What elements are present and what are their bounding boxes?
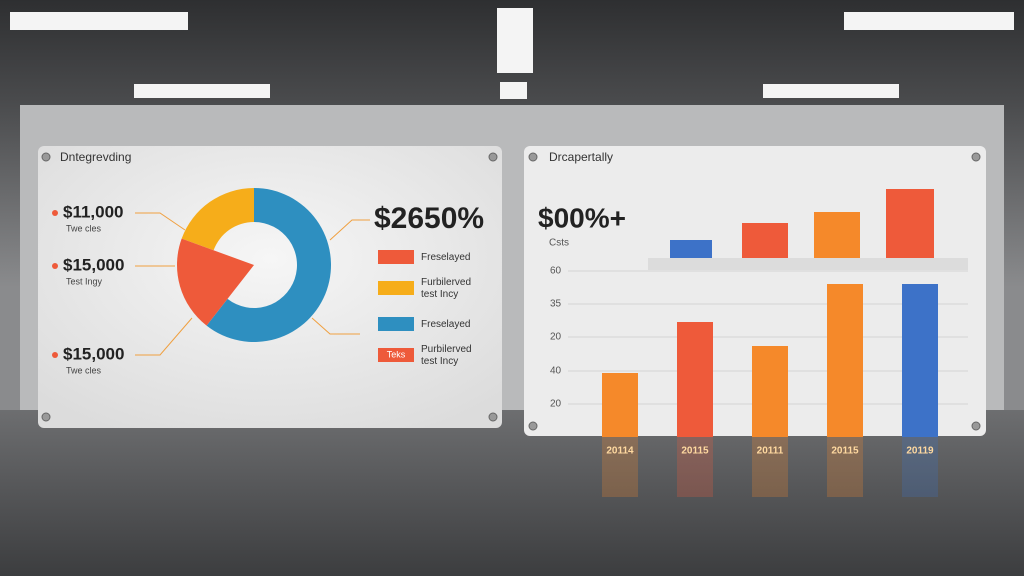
year-label: 20115 bbox=[681, 446, 709, 457]
shelf bbox=[648, 258, 968, 270]
axis-label: 60 bbox=[550, 266, 562, 277]
bar bbox=[902, 284, 938, 437]
screw bbox=[971, 421, 981, 431]
legend-swatch bbox=[378, 250, 414, 264]
headline: $00%+ bbox=[538, 202, 626, 233]
bar bbox=[827, 284, 863, 437]
callout-amount: $11,000 bbox=[63, 202, 124, 221]
donut-segment bbox=[181, 188, 254, 251]
legend-label: Furbilerved test Incy bbox=[421, 277, 471, 300]
callout-caption: Twe cles bbox=[66, 223, 102, 233]
screw bbox=[528, 421, 538, 431]
bar bbox=[602, 373, 638, 437]
floor bbox=[0, 410, 1024, 576]
leader-line bbox=[329, 219, 370, 241]
bar-reflection bbox=[677, 437, 713, 497]
callout-dot bbox=[52, 352, 58, 358]
bar-reflection bbox=[752, 437, 788, 497]
panel-title: Drcapertally bbox=[549, 150, 613, 164]
ceiling-light bbox=[844, 12, 1014, 30]
callout-dot bbox=[52, 210, 58, 216]
back-bar bbox=[670, 240, 712, 258]
year-label: 20115 bbox=[831, 446, 859, 457]
donut-segment bbox=[206, 187, 332, 342]
callout-amount: $15,000 bbox=[63, 344, 124, 363]
ceiling-light bbox=[10, 12, 188, 30]
leader-line bbox=[135, 212, 186, 231]
axis-label: 20 bbox=[550, 399, 562, 410]
callout-dot bbox=[52, 263, 58, 269]
legend-swatch bbox=[378, 348, 414, 362]
back-bar bbox=[814, 212, 860, 258]
screw bbox=[528, 152, 538, 162]
panel-title: Dntegrevding bbox=[60, 150, 131, 164]
subtitle: Csts bbox=[549, 238, 569, 249]
screw bbox=[41, 152, 51, 162]
right-panel bbox=[524, 146, 986, 436]
callout-amount: $15,000 bbox=[63, 255, 124, 274]
pie-wedge bbox=[177, 238, 254, 326]
legend-swatch bbox=[378, 281, 414, 295]
back-bar bbox=[886, 189, 934, 258]
ceiling-light bbox=[134, 84, 270, 98]
bar bbox=[677, 322, 713, 437]
bar-reflection bbox=[827, 437, 863, 497]
leader-line bbox=[135, 317, 193, 356]
axis-label: 35 bbox=[550, 299, 562, 310]
ceiling-light bbox=[763, 84, 899, 98]
back-bar bbox=[742, 223, 788, 258]
axis-label: 20 bbox=[550, 332, 562, 343]
leader-line bbox=[311, 317, 360, 335]
callout-caption: Twe cles bbox=[66, 365, 102, 375]
bar bbox=[752, 346, 788, 437]
screw bbox=[41, 412, 51, 422]
ceiling-light bbox=[500, 82, 527, 99]
screw bbox=[488, 152, 498, 162]
year-label: 20119 bbox=[906, 446, 934, 457]
legend-swatch bbox=[378, 317, 414, 331]
legend-label: Freselayed bbox=[421, 252, 470, 263]
axis-label: 40 bbox=[550, 366, 562, 377]
screw bbox=[971, 152, 981, 162]
headline: $2650% bbox=[374, 202, 484, 235]
callout-caption: Test Ingy bbox=[66, 276, 103, 286]
legend-label: Purbilerved test Incy bbox=[421, 344, 472, 367]
year-label: 20111 bbox=[757, 446, 784, 457]
year-label: 20114 bbox=[606, 446, 634, 457]
bar-reflection bbox=[902, 437, 938, 497]
ceiling-light bbox=[497, 8, 533, 73]
screw bbox=[488, 412, 498, 422]
swatch-text: Teks bbox=[387, 349, 406, 359]
bar-reflection bbox=[602, 437, 638, 497]
legend-label: Freselayed bbox=[421, 319, 470, 330]
